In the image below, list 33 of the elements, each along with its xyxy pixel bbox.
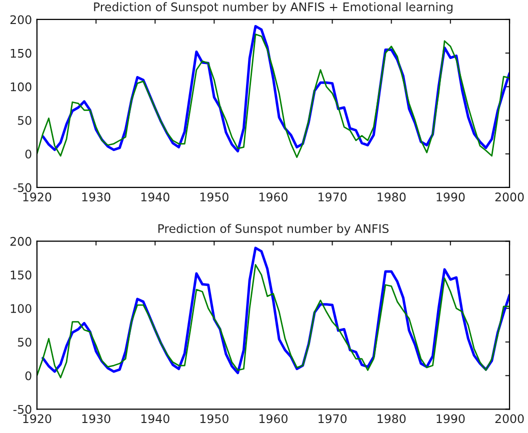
x-tick-label: 1930 [82, 414, 110, 424]
y-tick-label: 150 [10, 48, 32, 58]
y-tick-label: 200 [10, 15, 32, 24]
x-tick-label: 1980 [378, 192, 406, 202]
x-tick-label: 1960 [260, 414, 288, 424]
x-tick-label: 1980 [378, 414, 406, 424]
y-tick-label: 0 [25, 150, 32, 159]
x-tick-label: 2000 [495, 192, 524, 202]
y-tick-label: 50 [18, 116, 32, 125]
x-tick-label: 1930 [82, 192, 110, 202]
x-tick-label: 1920 [23, 414, 52, 424]
x-tick-label: 1920 [23, 192, 52, 202]
chart-title: Prediction of Sunspot number by ANFIS + Emotional learning [94, 2, 452, 14]
x-tick-label: 2000 [495, 414, 524, 424]
line-series [36, 264, 510, 378]
x-tick-label: 1950 [200, 414, 228, 424]
y-tick-label: 100 [10, 304, 32, 314]
x-tick-label: 1950 [200, 192, 228, 202]
y-tick-label: -50 [13, 404, 32, 414]
x-tick-label: 1970 [318, 414, 347, 424]
x-tick-label: 1960 [260, 192, 288, 202]
chart-title: Prediction of Sunspot number by ANFIS [158, 224, 389, 236]
y-tick-label: 200 [10, 236, 32, 246]
y-tick-label: 50 [18, 338, 32, 347]
y-tick-label: 150 [10, 270, 32, 280]
x-tick-label: 1970 [318, 192, 347, 202]
y-tick-label: 100 [10, 82, 32, 92]
x-tick-label: 1940 [141, 414, 170, 424]
x-tick-label: 1990 [436, 192, 465, 202]
y-tick-label: 0 [25, 371, 32, 380]
x-tick-label: 1940 [141, 192, 170, 202]
x-tick-label: 1990 [436, 414, 465, 424]
y-tick-label: -50 [13, 183, 32, 192]
